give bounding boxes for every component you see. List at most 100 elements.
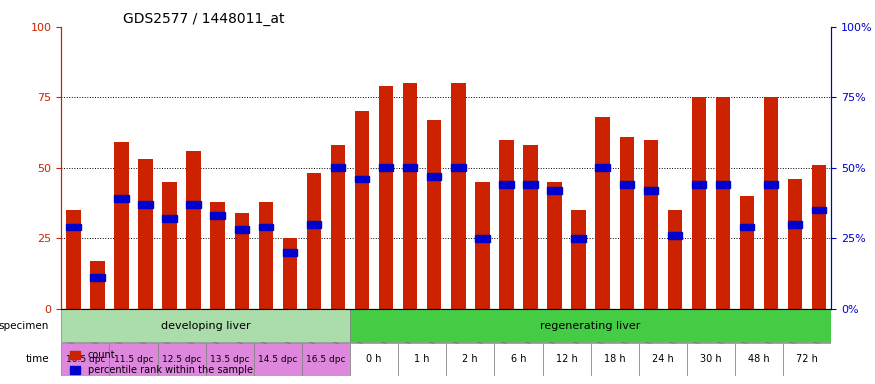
Text: 6 h: 6 h: [511, 354, 526, 364]
Bar: [66, 210, 80, 309]
Text: 1 h: 1 h: [415, 354, 430, 364]
Bar: [234, 213, 249, 309]
FancyBboxPatch shape: [254, 343, 302, 376]
Bar: [331, 145, 345, 309]
Bar: [331, 164, 345, 171]
Bar: [90, 274, 105, 281]
Bar: [692, 181, 706, 188]
FancyBboxPatch shape: [542, 343, 591, 376]
Bar: [644, 140, 658, 309]
Bar: [499, 181, 514, 188]
Text: regenerating liver: regenerating liver: [541, 321, 640, 331]
Bar: [499, 140, 514, 309]
Text: GDS2577 / 1448011_at: GDS2577 / 1448011_at: [123, 12, 284, 26]
Text: 48 h: 48 h: [748, 354, 770, 364]
Bar: [571, 210, 586, 309]
Bar: [283, 238, 298, 309]
Bar: [66, 223, 80, 230]
Text: time: time: [25, 354, 49, 364]
FancyBboxPatch shape: [783, 343, 831, 376]
Text: specimen: specimen: [0, 321, 49, 331]
FancyBboxPatch shape: [591, 343, 639, 376]
FancyBboxPatch shape: [302, 343, 350, 376]
Bar: [716, 181, 730, 188]
FancyBboxPatch shape: [494, 343, 542, 376]
Bar: [355, 175, 369, 182]
FancyBboxPatch shape: [398, 343, 446, 376]
FancyBboxPatch shape: [206, 343, 254, 376]
Bar: [427, 120, 442, 309]
Bar: [644, 187, 658, 194]
Bar: [402, 83, 417, 309]
Bar: [379, 86, 394, 309]
Bar: [523, 181, 537, 188]
FancyBboxPatch shape: [687, 343, 735, 376]
Bar: [740, 196, 754, 309]
Bar: [788, 221, 802, 228]
Bar: [475, 182, 490, 309]
Bar: [523, 145, 537, 309]
Bar: [596, 117, 610, 309]
Text: 24 h: 24 h: [652, 354, 674, 364]
Text: 10.5 dpc: 10.5 dpc: [66, 355, 105, 364]
Bar: [138, 201, 153, 208]
Bar: [114, 142, 129, 309]
Bar: [114, 195, 129, 202]
Bar: [764, 181, 779, 188]
Bar: [138, 159, 153, 309]
FancyBboxPatch shape: [350, 310, 831, 342]
Bar: [620, 137, 634, 309]
FancyBboxPatch shape: [61, 310, 350, 342]
Text: 16.5 dpc: 16.5 dpc: [306, 355, 346, 364]
Text: 18 h: 18 h: [604, 354, 626, 364]
Bar: [740, 223, 754, 230]
Bar: [620, 181, 634, 188]
Bar: [186, 201, 201, 208]
Bar: [764, 97, 779, 309]
FancyBboxPatch shape: [158, 343, 206, 376]
Text: 12.5 dpc: 12.5 dpc: [162, 355, 201, 364]
Legend: count, percentile rank within the sample: count, percentile rank within the sample: [66, 346, 256, 379]
Bar: [307, 221, 321, 228]
Bar: [402, 164, 417, 171]
Bar: [596, 164, 610, 171]
Bar: [163, 215, 177, 222]
Bar: [307, 174, 321, 309]
Bar: [283, 249, 298, 256]
Bar: [716, 97, 730, 309]
Bar: [259, 223, 273, 230]
Bar: [211, 202, 225, 309]
Text: 14.5 dpc: 14.5 dpc: [258, 355, 298, 364]
FancyBboxPatch shape: [61, 343, 109, 376]
FancyBboxPatch shape: [350, 343, 398, 376]
Text: 2 h: 2 h: [463, 354, 478, 364]
Bar: [812, 165, 827, 309]
Bar: [548, 182, 562, 309]
Bar: [234, 227, 249, 233]
Text: 13.5 dpc: 13.5 dpc: [210, 355, 249, 364]
Bar: [475, 235, 490, 242]
Bar: [668, 210, 682, 309]
Bar: [812, 207, 827, 214]
Bar: [788, 179, 802, 309]
Bar: [692, 97, 706, 309]
Bar: [355, 111, 369, 309]
Text: 11.5 dpc: 11.5 dpc: [114, 355, 153, 364]
FancyBboxPatch shape: [109, 343, 158, 376]
Bar: [668, 232, 682, 239]
Text: 30 h: 30 h: [700, 354, 722, 364]
Bar: [452, 164, 466, 171]
Text: 0 h: 0 h: [367, 354, 382, 364]
Bar: [186, 151, 201, 309]
Bar: [452, 83, 466, 309]
Bar: [548, 187, 562, 194]
Bar: [259, 202, 273, 309]
Bar: [427, 173, 442, 180]
Bar: [571, 235, 586, 242]
Bar: [211, 212, 225, 219]
FancyBboxPatch shape: [446, 343, 494, 376]
Bar: [90, 261, 105, 309]
Text: 12 h: 12 h: [556, 354, 578, 364]
Bar: [163, 182, 177, 309]
FancyBboxPatch shape: [639, 343, 687, 376]
